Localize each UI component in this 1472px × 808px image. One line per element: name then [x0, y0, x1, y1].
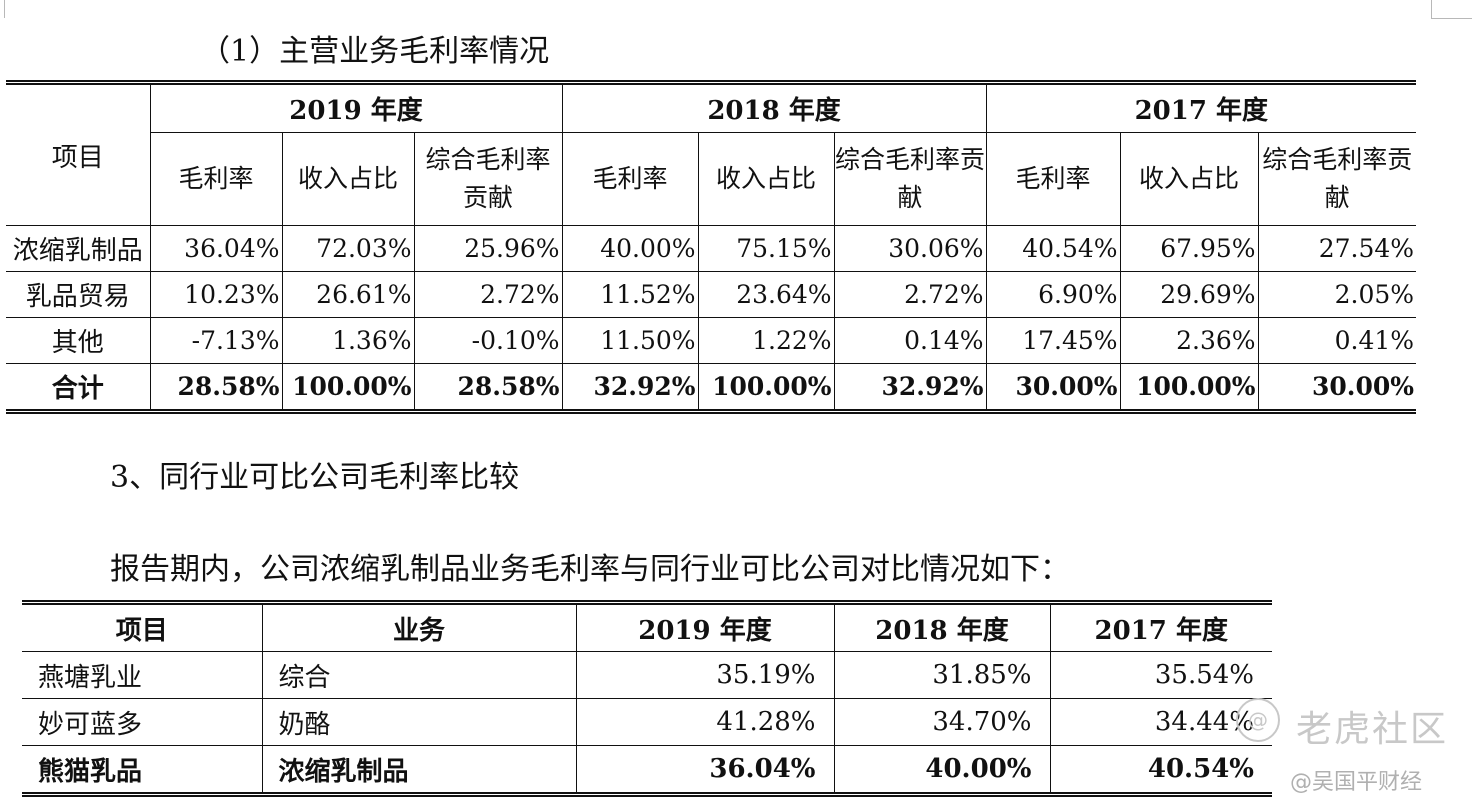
value-cell: 0.41% [1257, 317, 1417, 364]
value-cell: 17.45% [985, 317, 1121, 364]
sub-header: 综合毛利率贡献 [413, 132, 563, 226]
value-cell: 0.14% [833, 317, 987, 364]
peer-header-row: 项目 业务 2019 年度 2018 年度 2017 年度 [22, 602, 1272, 652]
year-header: 2019 年度 [149, 82, 563, 133]
company-cell: 妙可蓝多 [22, 698, 263, 746]
sub-header: 毛利率 [150, 132, 283, 226]
value-cell: 36.04% [575, 745, 835, 795]
business-cell: 奶酪 [261, 698, 577, 746]
value-cell: 27.54% [1257, 225, 1417, 272]
value-cell: 11.52% [561, 271, 699, 318]
value-cell: 10.23% [149, 271, 283, 318]
value-cell: 26.61% [281, 271, 415, 318]
value-cell: 34.44% [1049, 698, 1272, 746]
company-cell: 燕塘乳业 [22, 651, 263, 699]
business-cell: 综合 [261, 651, 577, 699]
item-header: 项目 [6, 82, 151, 226]
peer-header-year: 2017 年度 [1049, 602, 1272, 652]
sub-header: 收入占比 [281, 132, 415, 226]
value-cell: 32.92% [561, 363, 699, 412]
value-cell: 30.00% [1257, 363, 1417, 412]
sub-header: 收入占比 [1119, 132, 1259, 226]
business-cell: 浓缩乳制品 [261, 745, 577, 795]
page-corner-mark-left [0, 0, 5, 18]
peer-header-year: 2019 年度 [575, 602, 835, 652]
value-cell: 40.00% [833, 745, 1051, 795]
value-cell: 67.95% [1119, 225, 1259, 272]
value-cell: 36.04% [149, 225, 283, 272]
section1-title: （1）主营业务毛利率情况 [200, 34, 550, 69]
value-cell: 6.90% [985, 271, 1121, 318]
value-cell: 1.22% [697, 317, 835, 364]
value-cell: 35.19% [575, 651, 835, 699]
value-cell: 2.72% [833, 271, 987, 318]
table-row: 其他 -7.13% 1.36% -0.10% 11.50% 1.22% 0.14% 17.45… [6, 317, 1417, 364]
value-cell: 100.00% [1119, 363, 1259, 412]
peer-comparison-table: 项目 业务 2019 年度 2018 年度 2017 年度 燕塘乳业 综合 35.1… [22, 600, 1272, 797]
value-cell: 23.64% [697, 271, 835, 318]
year-header: 2017 年度 [985, 82, 1417, 133]
total-row: 合计 28.58% 100.00% 28.58% 32.92% 100.00% 32.92%… [6, 363, 1417, 412]
section2-intro: 报告期内，公司浓缩乳制品业务毛利率与同行业可比公司对比情况如下： [110, 552, 1070, 587]
sub-header: 收入占比 [697, 132, 835, 226]
peer-header-year: 2018 年度 [833, 602, 1051, 652]
row-label: 合计 [6, 363, 151, 412]
value-cell: 28.58% [413, 363, 563, 412]
watermark-author: @吴国平财经 [1290, 770, 1423, 795]
sub-header: 综合毛利率贡献 [1257, 132, 1417, 226]
row-label: 乳品贸易 [6, 271, 151, 318]
table-row: 浓缩乳制品 36.04% 72.03% 25.96% 40.00% 75.15% 30.06… [6, 225, 1417, 272]
value-cell: 40.54% [985, 225, 1121, 272]
value-cell: -0.10% [413, 317, 563, 364]
row-label: 其他 [6, 317, 151, 364]
value-cell: 29.69% [1119, 271, 1259, 318]
value-cell: 30.06% [833, 225, 987, 272]
section2-title: 3、同行业可比公司毛利率比较 [110, 460, 520, 495]
value-cell: 1.36% [281, 317, 415, 364]
value-cell: 2.05% [1257, 271, 1417, 318]
value-cell: 2.72% [413, 271, 563, 318]
sub-header: 毛利率 [985, 132, 1121, 226]
value-cell: 30.00% [985, 363, 1121, 412]
peer-row: 燕塘乳业 综合 35.19% 31.85% 35.54% [22, 651, 1272, 699]
peer-header-business: 业务 [261, 602, 577, 652]
value-cell: 34.70% [833, 698, 1051, 746]
peer-row: 妙可蓝多 奶酪 41.28% 34.70% 34.44% [22, 698, 1272, 746]
value-cell: 35.54% [1049, 651, 1272, 699]
sub-header-row: 毛利率 收入占比 综合毛利率贡献 毛利率 收入占比 综合毛利率贡献 毛利率 收入… [6, 132, 1417, 226]
page-corner-mark-right [1431, 0, 1472, 19]
table-row: 乳品贸易 10.23% 26.61% 2.72% 11.52% 23.64% 2.72% 6.… [6, 271, 1417, 318]
value-cell: 100.00% [281, 363, 415, 412]
watermark-logo-icon: @ [1236, 698, 1280, 742]
gross-margin-table: 项目 2019 年度 2018 年度 2017 年度 毛利率 收入占比 综合毛利… [6, 80, 1417, 414]
company-cell: 熊猫乳品 [22, 745, 263, 795]
sub-header: 综合毛利率贡献 [833, 132, 987, 226]
value-cell: 40.00% [561, 225, 699, 272]
value-cell: 40.54% [1049, 745, 1272, 795]
value-cell: 28.58% [149, 363, 283, 412]
value-cell: -7.13% [149, 317, 283, 364]
value-cell: 11.50% [561, 317, 699, 364]
year-header: 2018 年度 [561, 82, 987, 133]
peer-row: 熊猫乳品 浓缩乳制品 36.04% 40.00% 40.54% [22, 745, 1272, 795]
value-cell: 41.28% [575, 698, 835, 746]
watermark-brand: 老虎社区 [1296, 709, 1449, 750]
row-label: 浓缩乳制品 [6, 225, 151, 272]
value-cell: 2.36% [1119, 317, 1259, 364]
value-cell: 32.92% [833, 363, 987, 412]
value-cell: 100.00% [697, 363, 835, 412]
value-cell: 75.15% [697, 225, 835, 272]
value-cell: 31.85% [833, 651, 1051, 699]
value-cell: 72.03% [281, 225, 415, 272]
year-header-row: 项目 2019 年度 2018 年度 2017 年度 [6, 82, 1417, 226]
peer-header-item: 项目 [22, 602, 263, 652]
value-cell: 25.96% [413, 225, 563, 272]
sub-header: 毛利率 [561, 132, 699, 226]
